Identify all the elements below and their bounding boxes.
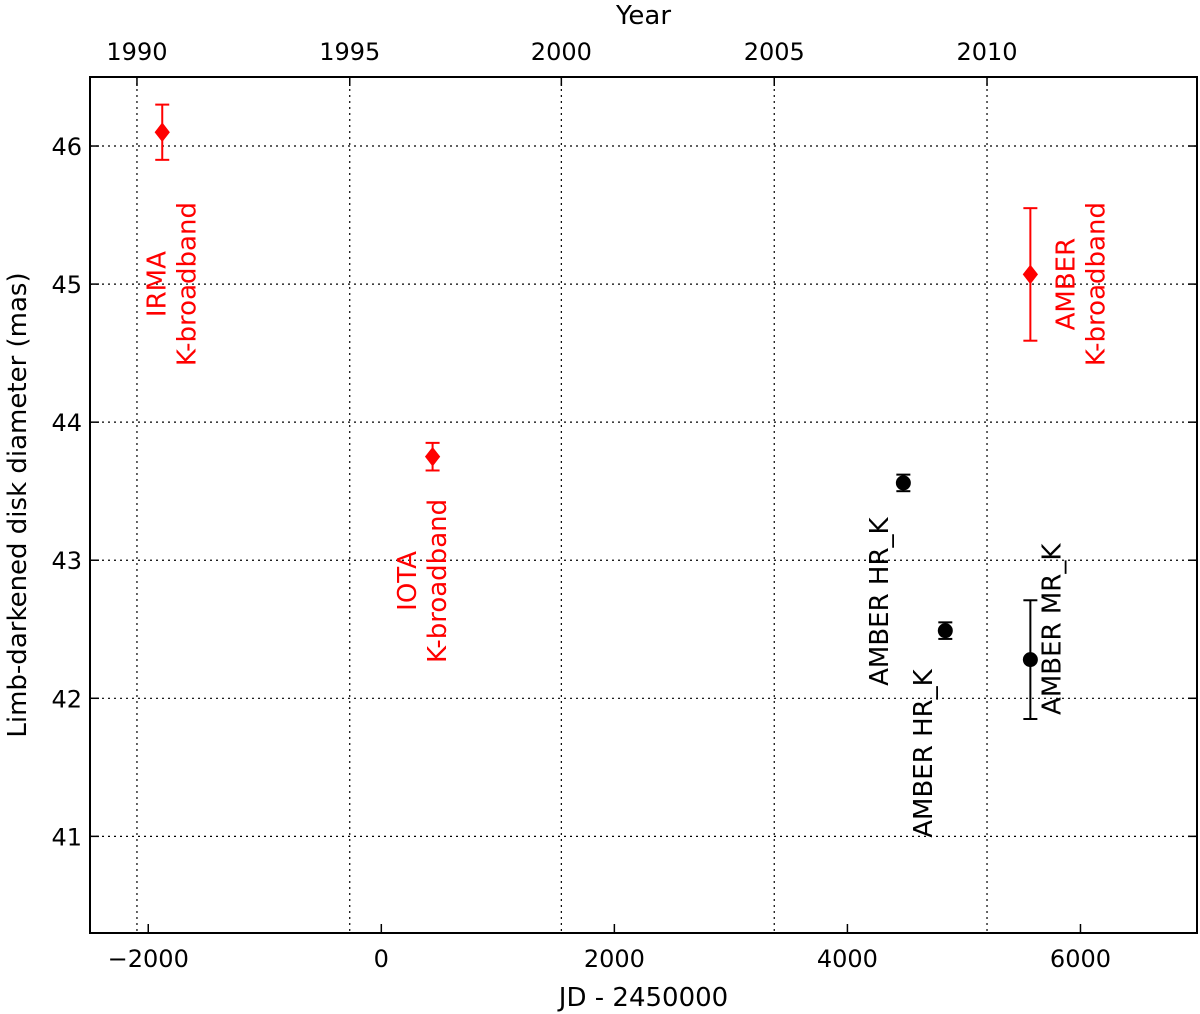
- annotation-group: AMBER HR_K: [865, 516, 895, 685]
- annotation-label: AMBER MR_K: [1037, 543, 1067, 715]
- grid-lines: [90, 77, 1197, 933]
- data-point-diamond: [154, 122, 170, 143]
- annotation-group: AMBER K-broadband: [1051, 202, 1111, 366]
- top-axis-title: Year: [615, 1, 671, 31]
- annotation-group: IRMA K-broadband: [143, 202, 203, 366]
- y-tick-label: 43: [51, 547, 82, 575]
- x-axis-title: JD - 2450000: [557, 983, 728, 1013]
- y-tick-label: 45: [51, 271, 82, 299]
- x-tick-label: 0: [374, 945, 389, 973]
- axis-ticks: 1990 1995 2000 2005 2010 41 42 43 44 45 46 −2000 0 20…: [51, 38, 1197, 973]
- top-tick-label: 1990: [106, 38, 167, 66]
- top-tick-label: 2005: [744, 38, 805, 66]
- annotation-label: AMBER HR_K: [909, 668, 939, 837]
- plot-frame: [89, 76, 1198, 934]
- data-point-circle: [895, 475, 911, 491]
- top-tick-label: 2010: [956, 38, 1017, 66]
- y-tick-label: 44: [51, 409, 82, 437]
- data-point-diamond: [1022, 264, 1039, 285]
- x-tick-label: −2000: [108, 945, 189, 973]
- data-point-circle: [937, 623, 953, 639]
- top-tick-label: 1995: [319, 38, 380, 66]
- data-point-circle: [1022, 652, 1038, 668]
- data-points: [154, 103, 1039, 720]
- top-tick-label: 2000: [531, 38, 592, 66]
- annotation-label: IRMA: [143, 251, 173, 317]
- y-tick-label: 46: [51, 133, 82, 161]
- x-tick-label: 2000: [584, 945, 645, 973]
- annotation-label: K-broadband: [173, 202, 203, 366]
- annotation-label: K-broadband: [423, 499, 453, 663]
- y-axis-title: Limb-darkened disk diameter (mas): [3, 272, 33, 737]
- annotation-group: IOTA K-broadband: [393, 499, 453, 663]
- x-tick-label: 6000: [1050, 945, 1111, 973]
- data-point-diamond: [424, 446, 441, 467]
- annotation-label: AMBER HR_K: [865, 516, 895, 685]
- annotation-group: AMBER HR_K: [909, 668, 939, 837]
- x-tick-label: 4000: [817, 945, 878, 973]
- y-tick-label: 42: [51, 685, 82, 713]
- annotation-label: IOTA: [393, 551, 423, 611]
- annotation-label: AMBER: [1051, 238, 1081, 331]
- annotation-label: K-broadband: [1081, 202, 1111, 366]
- annotation-group: AMBER MR_K: [1037, 543, 1067, 715]
- y-tick-label: 41: [51, 823, 82, 851]
